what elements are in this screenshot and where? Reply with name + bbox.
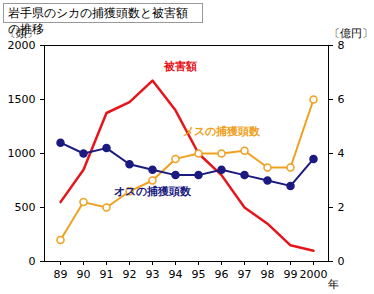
svg-text:8: 8	[338, 39, 345, 52]
svg-text:91: 91	[100, 268, 114, 281]
svg-text:2000: 2000	[8, 39, 36, 52]
svg-text:1500: 1500	[8, 93, 36, 106]
svg-text:年: 年	[328, 278, 339, 291]
svg-text:90: 90	[77, 268, 91, 281]
svg-text:98: 98	[261, 268, 275, 281]
svg-text:2: 2	[338, 201, 345, 214]
svg-text:92: 92	[123, 268, 137, 281]
svg-text:95: 95	[192, 268, 206, 281]
svg-text:〔頭〕: 〔頭〕	[5, 27, 38, 40]
svg-text:オスの捕獲頭数: オスの捕獲頭数	[114, 185, 192, 198]
svg-text:97: 97	[238, 268, 252, 281]
svg-text:2000: 2000	[300, 268, 328, 281]
svg-text:被害額: 被害額	[163, 60, 197, 73]
svg-text:93: 93	[146, 268, 160, 281]
svg-text:99: 99	[284, 268, 298, 281]
svg-text:1000: 1000	[8, 147, 36, 160]
svg-text:94: 94	[169, 268, 183, 281]
svg-text:0: 0	[29, 255, 36, 268]
svg-text:4: 4	[338, 147, 345, 160]
svg-text:500: 500	[15, 201, 36, 214]
svg-text:96: 96	[215, 268, 229, 281]
svg-text:0: 0	[338, 255, 345, 268]
svg-text:メスの捕獲頭数: メスの捕獲頭数	[183, 125, 261, 138]
svg-text:89: 89	[54, 268, 68, 281]
svg-text:6: 6	[338, 93, 345, 106]
svg-text:〔億円〕: 〔億円〕	[329, 27, 373, 40]
